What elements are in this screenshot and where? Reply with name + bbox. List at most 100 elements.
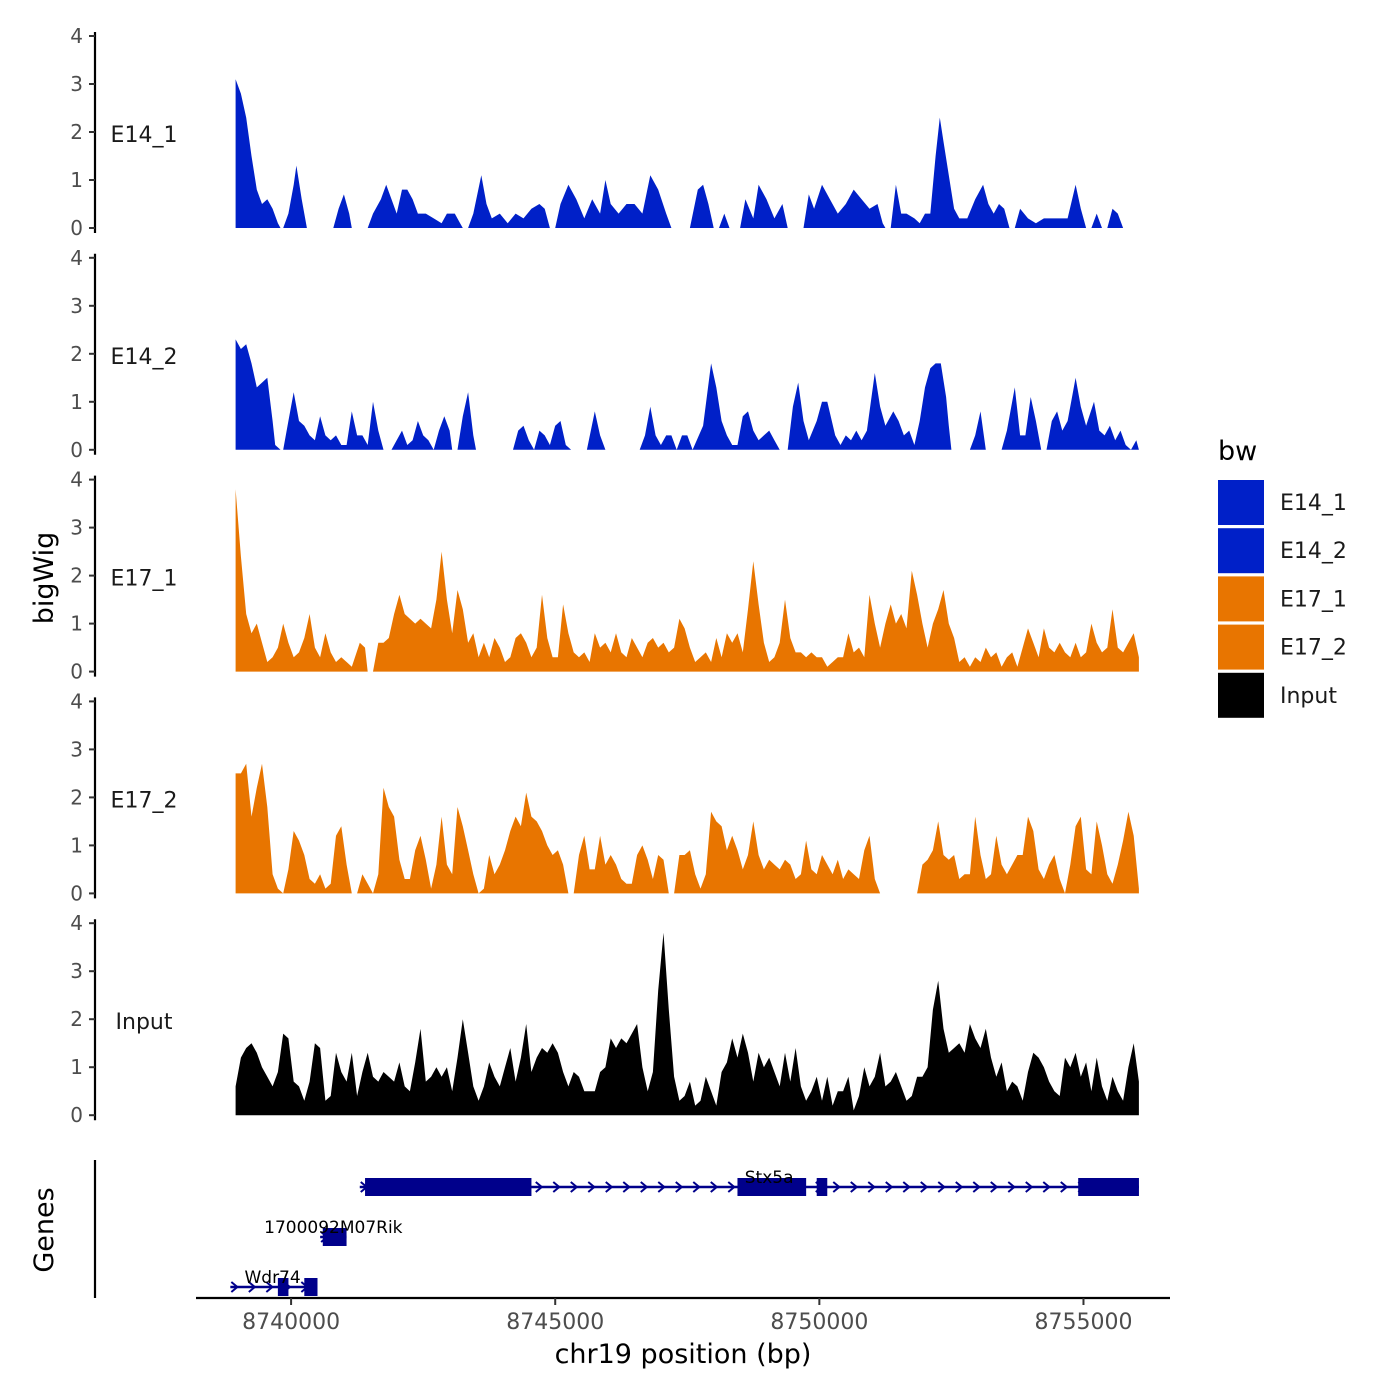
strand-arrow-icon (710, 1181, 719, 1193)
y-tick-label: 4 (70, 24, 83, 48)
y-tick-label: 0 (70, 881, 83, 905)
coverage-area (235, 932, 1139, 1116)
x-tick-label: 8745000 (506, 1310, 604, 1335)
gene-wdr74: Wdr74 (230, 1268, 318, 1296)
track-label: E17_2 (111, 788, 178, 813)
x-tick-label: 8755000 (1034, 1310, 1132, 1335)
strand-arrow-icon (1060, 1181, 1069, 1193)
legend-label: E14_1 (1280, 491, 1347, 516)
legend-key-e14_1 (1218, 480, 1264, 525)
gene-exon (304, 1278, 318, 1296)
strand-arrow-icon (955, 1181, 964, 1193)
x-tick-label: 8740000 (242, 1310, 340, 1335)
y-tick-label: 0 (70, 1103, 83, 1127)
strand-arrow-icon (265, 1281, 274, 1293)
legend: E14_1 E14_2 E17_1 E17_2 Input (1218, 480, 1347, 718)
coverage-tracks: 0 1 2 3 4 E14_1 0 1 2 3 4 E14_2 0 1 2 3 4 E17_1 0 1 2 3 4 E17_2… (70, 24, 1139, 1127)
strand-arrow-icon (727, 1181, 736, 1193)
y-tick-label: 2 (70, 785, 83, 809)
y-axis-title: bigWig (29, 532, 60, 625)
y-tick-label: 3 (70, 959, 83, 983)
y-tick-label: 0 (70, 438, 83, 462)
gene-exon (322, 1228, 347, 1246)
y-tick-label: 0 (70, 660, 83, 684)
track-label: E17_1 (111, 567, 178, 592)
gene-exon (1078, 1178, 1139, 1196)
gene-exon (816, 1178, 828, 1196)
y-tick-label: 3 (70, 72, 83, 96)
strand-arrow-icon (920, 1181, 929, 1193)
y-tick-label: 4 (70, 911, 83, 935)
strand-arrow-icon (972, 1181, 981, 1193)
y-tick-label: 3 (70, 737, 83, 761)
strand-arrow-icon (1042, 1181, 1051, 1193)
strand-arrow-icon (587, 1181, 596, 1193)
y-tick-label: 1 (70, 833, 83, 857)
track-label: E14_2 (111, 345, 178, 370)
track-label: Input (116, 1010, 173, 1035)
legend-label: E17_2 (1280, 636, 1347, 661)
gene-exon (365, 1178, 532, 1196)
strand-arrow-icon (937, 1181, 946, 1193)
y-tick-label: 1 (70, 612, 83, 636)
y-tick-label: 4 (70, 246, 83, 270)
coverage-area (235, 489, 1139, 672)
gene-label: 1700092M07Rik (264, 1218, 403, 1238)
x-axis-title: chr19 position (bp) (555, 1339, 812, 1370)
track-e17_2: 0 1 2 3 4 E17_2 (70, 689, 1139, 905)
strand-arrow-icon (622, 1181, 631, 1193)
y-tick-label: 2 (70, 1007, 83, 1031)
gene-stx5a: Stx5a (359, 1168, 1139, 1196)
track-label: E14_1 (111, 123, 178, 148)
y-tick-label: 4 (70, 468, 83, 492)
strand-arrow-icon (248, 1281, 257, 1293)
y-tick-label: 1 (70, 168, 83, 192)
genes-panel: Stx5a 1700092M07Rik Wdr74 (93, 1160, 1139, 1298)
strand-arrow-icon (902, 1181, 911, 1193)
strand-arrow-icon (1025, 1181, 1034, 1193)
genes-axis-title: Genes (29, 1187, 60, 1272)
legend-key-e17_2 (1218, 624, 1264, 670)
legend-title: bw (1218, 436, 1257, 467)
gene-label: Stx5a (745, 1168, 794, 1188)
legend-key-e14_2 (1218, 528, 1264, 574)
gene-exon (737, 1178, 807, 1196)
track-e14_1: 0 1 2 3 4 E14_1 (70, 24, 1124, 240)
strand-arrow-icon (552, 1181, 561, 1193)
strand-arrow-icon (230, 1281, 239, 1293)
x-tick-label: 8750000 (770, 1310, 868, 1335)
legend-label: Input (1280, 684, 1337, 709)
track-e17_1: 0 1 2 3 4 E17_1 (70, 468, 1139, 684)
strand-arrow-icon (657, 1181, 666, 1193)
legend-key-input (1218, 672, 1264, 718)
y-tick-label: 3 (70, 294, 83, 318)
coverage-area (235, 763, 1139, 894)
track-e14_2: 0 1 2 3 4 E14_2 (70, 246, 1139, 462)
strand-arrow-icon (850, 1181, 859, 1193)
strand-arrow-icon (675, 1181, 684, 1193)
strand-arrow-icon (535, 1181, 544, 1193)
coverage-area (235, 339, 1139, 450)
strand-arrow-icon (867, 1181, 876, 1193)
legend-label: E17_1 (1280, 587, 1347, 612)
strand-arrow-icon (1007, 1181, 1016, 1193)
strand-arrow-icon (832, 1181, 841, 1193)
y-tick-label: 1 (70, 1055, 83, 1079)
legend-label: E14_2 (1280, 539, 1347, 564)
y-tick-label: 2 (70, 120, 83, 144)
y-tick-label: 1 (70, 390, 83, 414)
track-input: 0 1 2 3 4 Input (70, 911, 1139, 1127)
strand-arrow-icon (570, 1181, 579, 1193)
y-tick-label: 3 (70, 516, 83, 540)
strand-arrow-icon (990, 1181, 999, 1193)
y-tick-label: 2 (70, 342, 83, 366)
y-tick-label: 4 (70, 689, 83, 713)
strand-arrow-icon (692, 1181, 701, 1193)
strand-arrow-icon (640, 1181, 649, 1193)
y-tick-label: 0 (70, 216, 83, 240)
y-tick-label: 2 (70, 564, 83, 588)
strand-arrow-icon (605, 1181, 614, 1193)
gene-1700092m07rik: 1700092M07Rik (264, 1218, 403, 1246)
legend-key-e17_1 (1218, 576, 1264, 622)
